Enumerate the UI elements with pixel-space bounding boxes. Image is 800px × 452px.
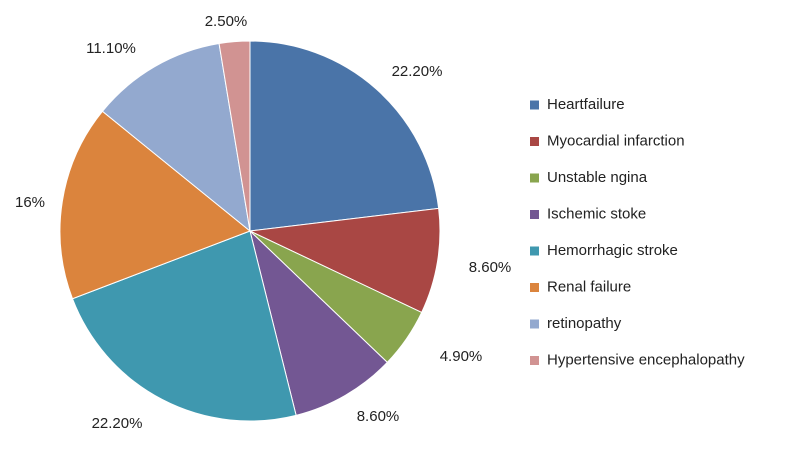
pie-slice-hypertensive-encephalopathy	[218, 40, 251, 232]
legend-label: Ischemic stoke	[547, 205, 646, 222]
pie-slice-retinopathy	[101, 42, 251, 233]
pie-slice-heartfailure	[249, 40, 440, 232]
pie-slice-renal-failure	[59, 110, 251, 300]
legend-swatch	[530, 246, 539, 256]
legend-item-hemorrhagic-stroke: Hemorrhagic stroke	[530, 242, 678, 259]
legend: Heartfailure Myocardial infarction Unstabl…	[530, 96, 745, 368]
percent-label-renal-failure: 16%	[15, 194, 45, 211]
legend-item-myocardial-infarction: Myocardial infarction	[530, 132, 685, 149]
legend-label: Hemorrhagic stroke	[547, 242, 678, 259]
legend-label: Heartfailure	[547, 96, 625, 113]
percent-label-hemorrhagic-stroke: 22.20%	[92, 415, 143, 432]
percent-label-ischemic-stoke: 8.60%	[357, 408, 400, 425]
legend-item-heartfailure: Heartfailure	[530, 96, 625, 113]
percent-label-heartfailure: 22.20%	[392, 63, 443, 80]
percent-label-hypertensive-encephalopathy: 2.50%	[205, 13, 248, 30]
legend-item-ischemic-stoke: Ischemic stoke	[530, 205, 646, 222]
legend-label: Renal failure	[547, 278, 631, 295]
legend-swatch	[530, 283, 539, 292]
pie-slices	[59, 40, 441, 422]
legend-swatch	[530, 173, 539, 183]
legend-label: Myocardial infarction	[547, 132, 685, 149]
legend-label: Unstable ngina	[547, 169, 648, 186]
pie-percent-labels: 22.20% 8.60% 4.90% 8.60% 22.20% 16% 11.10% 2.50…	[15, 13, 511, 432]
percent-label-unstable-ngina: 4.90%	[440, 348, 483, 365]
legend-swatch	[530, 137, 539, 146]
legend-label: retinopathy	[547, 315, 622, 332]
legend-item-hypertensive-encephalopathy: Hypertensive encephalopathy	[530, 351, 745, 368]
pie-slice-hemorrhagic-stroke	[71, 230, 297, 422]
legend-item-renal-failure: Renal failure	[530, 278, 631, 295]
percent-label-retinopathy: 11.10%	[86, 40, 136, 57]
legend-item-unstable-ngina: Unstable ngina	[530, 169, 648, 186]
legend-item-retinopathy: retinopathy	[530, 315, 622, 332]
legend-label: Hypertensive encephalopathy	[547, 351, 745, 368]
legend-swatch	[530, 319, 539, 329]
pie-slice-myocardial-infarction	[248, 207, 441, 314]
pie-slice-ischemic-stoke	[249, 229, 388, 416]
legend-swatch	[530, 356, 539, 365]
legend-swatch	[530, 100, 539, 110]
legend-swatch	[530, 210, 539, 219]
percent-label-myocardial-infarction: 8.60%	[469, 259, 512, 276]
